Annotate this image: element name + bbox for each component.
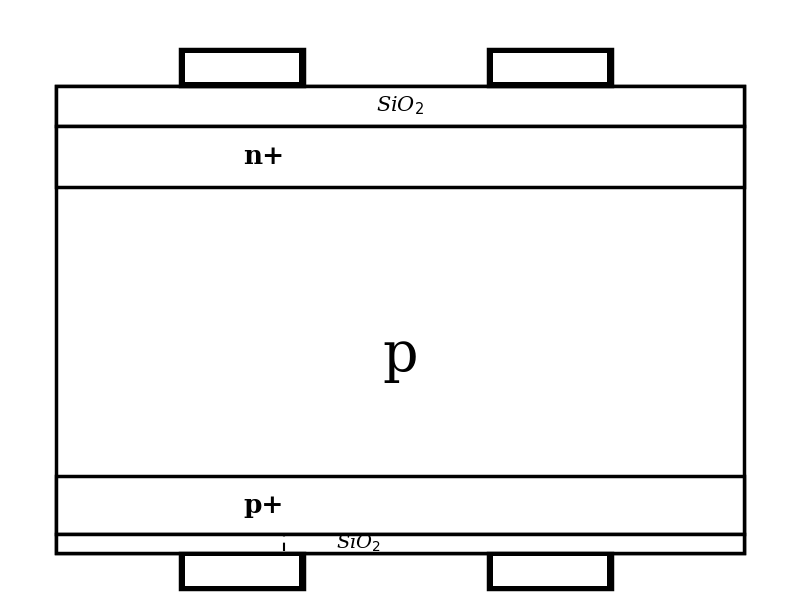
Bar — [488, 49, 612, 86]
Bar — [185, 53, 299, 82]
Bar — [56, 86, 744, 553]
Text: SiO$_2$: SiO$_2$ — [336, 533, 381, 554]
Bar — [180, 553, 304, 589]
Text: SiO$_2$: SiO$_2$ — [376, 95, 424, 117]
Bar — [56, 86, 744, 126]
Bar — [185, 556, 299, 586]
Bar — [180, 49, 304, 86]
Bar — [493, 53, 607, 82]
Text: p+: p+ — [244, 493, 284, 518]
Text: n+: n+ — [243, 144, 285, 169]
Bar — [488, 553, 612, 589]
Bar — [493, 556, 607, 586]
Bar — [56, 476, 744, 534]
Bar — [56, 126, 744, 187]
Text: p: p — [382, 328, 418, 384]
Bar — [56, 534, 744, 553]
